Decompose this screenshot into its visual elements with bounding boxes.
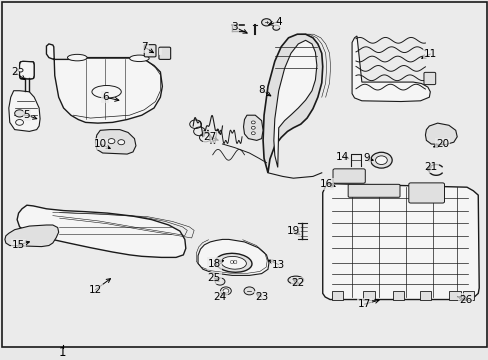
Polygon shape: [95, 130, 136, 154]
Text: 22: 22: [291, 278, 305, 288]
Text: 9: 9: [363, 153, 369, 163]
Polygon shape: [425, 123, 456, 145]
Polygon shape: [263, 34, 322, 173]
FancyBboxPatch shape: [347, 184, 399, 197]
Text: 15: 15: [12, 240, 25, 250]
Text: 3: 3: [231, 22, 238, 32]
Circle shape: [18, 68, 23, 72]
Text: 25: 25: [207, 273, 221, 283]
Circle shape: [251, 126, 255, 129]
Circle shape: [118, 140, 124, 145]
FancyBboxPatch shape: [462, 291, 473, 300]
Text: 6: 6: [102, 92, 108, 102]
Text: 12: 12: [88, 285, 102, 295]
Ellipse shape: [287, 276, 303, 284]
Text: 19: 19: [286, 226, 300, 236]
Text: 27: 27: [203, 132, 217, 142]
Polygon shape: [9, 91, 40, 131]
Polygon shape: [273, 40, 316, 167]
FancyBboxPatch shape: [419, 291, 430, 300]
Text: 26: 26: [458, 294, 471, 305]
FancyBboxPatch shape: [448, 291, 460, 300]
Polygon shape: [198, 239, 268, 275]
FancyBboxPatch shape: [392, 291, 404, 300]
Circle shape: [15, 110, 24, 117]
Text: 7: 7: [141, 42, 147, 52]
Circle shape: [375, 156, 386, 165]
Ellipse shape: [221, 256, 246, 269]
Text: 18: 18: [207, 258, 221, 269]
Circle shape: [16, 120, 23, 125]
Polygon shape: [243, 115, 263, 140]
Text: 4: 4: [275, 17, 282, 27]
Circle shape: [215, 278, 224, 285]
Text: 10: 10: [94, 139, 106, 149]
Text: OO: OO: [229, 260, 238, 265]
Text: 5: 5: [23, 110, 30, 120]
Polygon shape: [322, 184, 478, 300]
Circle shape: [370, 152, 391, 168]
Text: 14: 14: [335, 152, 348, 162]
Polygon shape: [17, 205, 185, 257]
Text: 24: 24: [213, 292, 226, 302]
Circle shape: [223, 289, 228, 293]
Circle shape: [272, 25, 279, 30]
Polygon shape: [351, 36, 429, 102]
FancyBboxPatch shape: [363, 291, 374, 300]
Polygon shape: [46, 44, 162, 123]
Ellipse shape: [215, 253, 251, 272]
Circle shape: [251, 132, 255, 135]
FancyBboxPatch shape: [331, 291, 343, 300]
FancyBboxPatch shape: [159, 47, 170, 59]
Circle shape: [251, 121, 255, 124]
Text: 16: 16: [319, 179, 333, 189]
Text: 11: 11: [423, 49, 436, 59]
Polygon shape: [20, 61, 34, 79]
Ellipse shape: [129, 55, 149, 62]
Text: 17: 17: [357, 299, 370, 309]
Text: 2: 2: [11, 67, 18, 77]
FancyBboxPatch shape: [423, 72, 435, 85]
Ellipse shape: [67, 54, 87, 61]
Text: 8: 8: [258, 85, 264, 95]
Text: 21: 21: [424, 162, 437, 172]
Polygon shape: [5, 225, 59, 247]
Circle shape: [261, 19, 271, 26]
FancyBboxPatch shape: [408, 183, 444, 203]
FancyBboxPatch shape: [144, 45, 156, 57]
Circle shape: [244, 287, 254, 295]
Text: 20: 20: [435, 139, 448, 149]
Text: 23: 23: [254, 292, 268, 302]
Circle shape: [108, 139, 115, 144]
FancyBboxPatch shape: [332, 169, 365, 183]
FancyBboxPatch shape: [2, 2, 486, 347]
Text: 1: 1: [59, 346, 66, 359]
Text: 13: 13: [271, 260, 285, 270]
Ellipse shape: [92, 85, 121, 98]
